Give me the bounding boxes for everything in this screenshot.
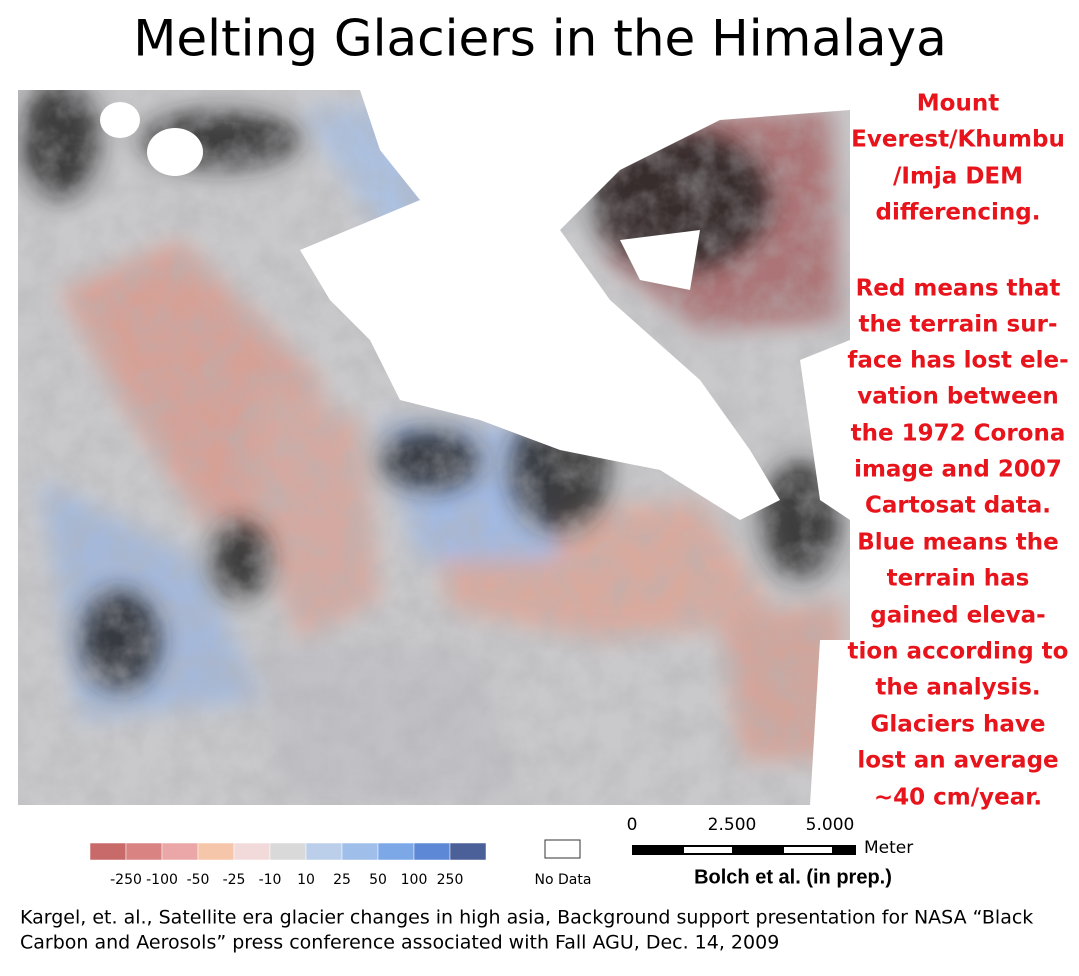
side-line: Glaciers have [871, 712, 1046, 738]
side-line: the analysis. [875, 675, 1040, 701]
color-legend: -250 -100 -50 -25 -10 10 25 50 100 250 [89, 842, 487, 888]
side-text: Mount Everest/Khumbu/Imja DEM differencing… [847, 91, 1068, 811]
scale-unit: Meter [864, 838, 913, 858]
side-line: ~40 cm/year. [874, 785, 1042, 811]
credit: Bolch et al. (in prep.) [694, 866, 892, 888]
no-data-swatch [544, 839, 581, 859]
legend-label: 25 [333, 872, 351, 888]
side-line: Blue means the [857, 530, 1059, 556]
legend-swatch [197, 842, 235, 861]
legend-label: -250 [110, 872, 142, 888]
legend-swatch [161, 842, 199, 861]
legend-label: -100 [146, 872, 178, 888]
legend-swatch [305, 842, 343, 861]
title: Melting Glaciers in the Himalaya [133, 10, 947, 68]
side-line: gained eleva- [870, 603, 1045, 629]
side-line: lost an average [857, 748, 1058, 774]
side-line: the terrain sur- [859, 312, 1058, 338]
side-line: Everest/Khumbu [851, 127, 1065, 153]
side-line: vation between [857, 384, 1058, 410]
side-line: the 1972 Corona [851, 421, 1066, 447]
caption: Carbon and Aerosols” press conference as… [20, 932, 779, 954]
legend-label: 10 [297, 872, 315, 888]
scale-label: 2.500 [708, 815, 757, 835]
scale-label: 0 [627, 815, 638, 835]
legend-swatch [413, 842, 451, 861]
legend-label: -10 [259, 872, 282, 888]
side-line: Cartosat data. [865, 493, 1051, 519]
dem-map [18, 90, 850, 805]
legend-swatch [233, 842, 271, 861]
legend-label: 250 [437, 872, 464, 888]
legend-swatch [377, 842, 415, 861]
side-line: Red means that [856, 276, 1061, 302]
no-data-label: No Data [535, 872, 592, 888]
legend-swatch [341, 842, 379, 861]
legend-swatch [89, 842, 127, 861]
side-line: tion according to [848, 639, 1069, 665]
legend-label: 50 [369, 872, 387, 888]
legend-label: -25 [223, 872, 246, 888]
scale-bar [632, 845, 856, 855]
legend-swatch [269, 842, 307, 861]
legend-label: 100 [401, 872, 428, 888]
side-line: /Imja DEM [893, 164, 1023, 190]
side-line: face has lost ele- [847, 348, 1068, 374]
side-line: terrain has [887, 566, 1030, 592]
legend-swatch [449, 842, 487, 861]
legend-label: -50 [187, 872, 210, 888]
scale-label: 5.000 [806, 815, 855, 835]
side-line: image and 2007 [854, 457, 1062, 483]
legend-swatch [125, 842, 163, 861]
caption: Kargel, et. al., Satellite era glacier c… [20, 907, 1033, 929]
side-line: differencing. [876, 200, 1041, 226]
side-line: Mount [917, 91, 999, 117]
